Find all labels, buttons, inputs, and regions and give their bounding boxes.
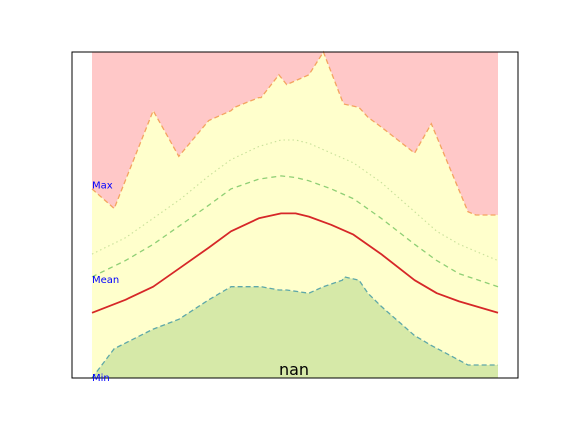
chart-title: nan	[279, 360, 309, 379]
band-label-min: Min	[92, 373, 110, 384]
band-label-max: Max	[92, 181, 113, 192]
band-label-mean: Mean	[92, 275, 119, 286]
